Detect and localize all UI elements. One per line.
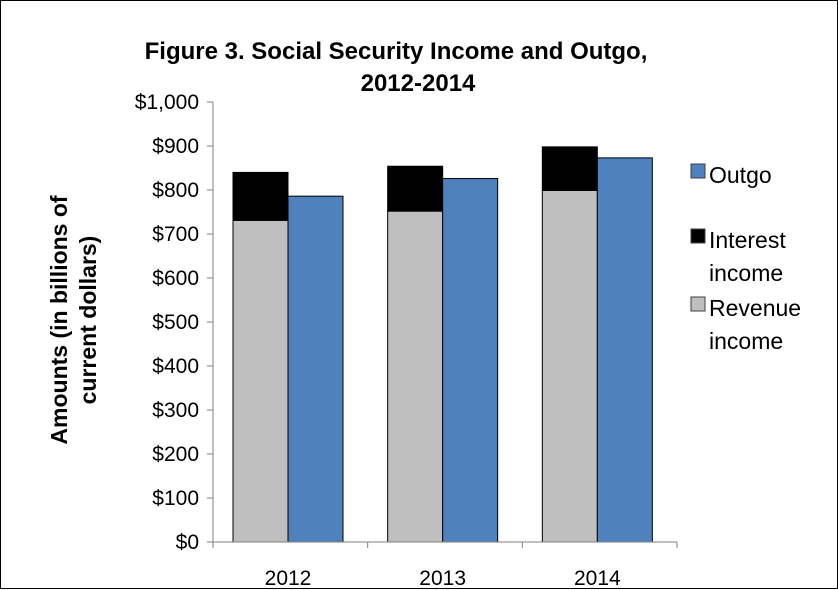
legend-label-interest: income (709, 260, 783, 286)
x-tick-label: 2014 (574, 567, 621, 590)
y-tick-label: $900 (152, 135, 199, 158)
bar-interest-income-2013 (387, 165, 444, 212)
y-axis-label-line-2: current dollars) (75, 236, 101, 405)
legend-swatch-outgo (690, 163, 706, 179)
y-tick-label: $200 (152, 443, 199, 466)
y-tick-label: $500 (152, 311, 199, 334)
plot-area: $0 $100 $200 $300 $400 $500 $600 $700 $800 $900 $1… (135, 91, 678, 590)
y-tick-label: $300 (152, 399, 199, 422)
legend-label-revenue: Revenue (709, 295, 801, 321)
x-tick-label: 2013 (419, 567, 466, 590)
legend-label-interest: Interest (709, 227, 786, 253)
x-tick-label: 2012 (265, 567, 312, 590)
legend-label-outgo: Outgo (709, 162, 772, 188)
y-tick-label: $100 (152, 487, 199, 510)
legend-label-revenue: income (709, 328, 783, 354)
bar-interest-income-2014 (541, 146, 598, 191)
bar-outgo-2014 (596, 157, 653, 543)
legend-swatch-revenue (690, 296, 706, 312)
legend-swatch-interest (690, 228, 706, 244)
bar-revenue-income-2013 (387, 210, 444, 543)
bar-outgo-2013 (442, 178, 499, 543)
y-tick-label: $800 (152, 179, 199, 202)
y-tick-label: $600 (152, 267, 199, 290)
bar-revenue-income-2012 (232, 219, 289, 543)
bar-outgo-2012 (287, 195, 344, 543)
bar-interest-income-2012 (232, 171, 289, 221)
legend: Outgo Interest income Revenue income (690, 162, 801, 354)
y-tick-label: $700 (152, 223, 199, 246)
y-axis-label-line-1: Amounts (in billions of (46, 195, 72, 444)
chart-title-line-1: Figure 3. Social Security Income and Out… (145, 38, 648, 65)
y-tick-label: $0 (176, 531, 199, 554)
bar-revenue-income-2014 (541, 189, 598, 543)
y-tick-label: $1,000 (135, 91, 199, 114)
chart-title-line-2: 2012-2014 (361, 70, 476, 97)
y-tick-label: $400 (152, 355, 199, 378)
